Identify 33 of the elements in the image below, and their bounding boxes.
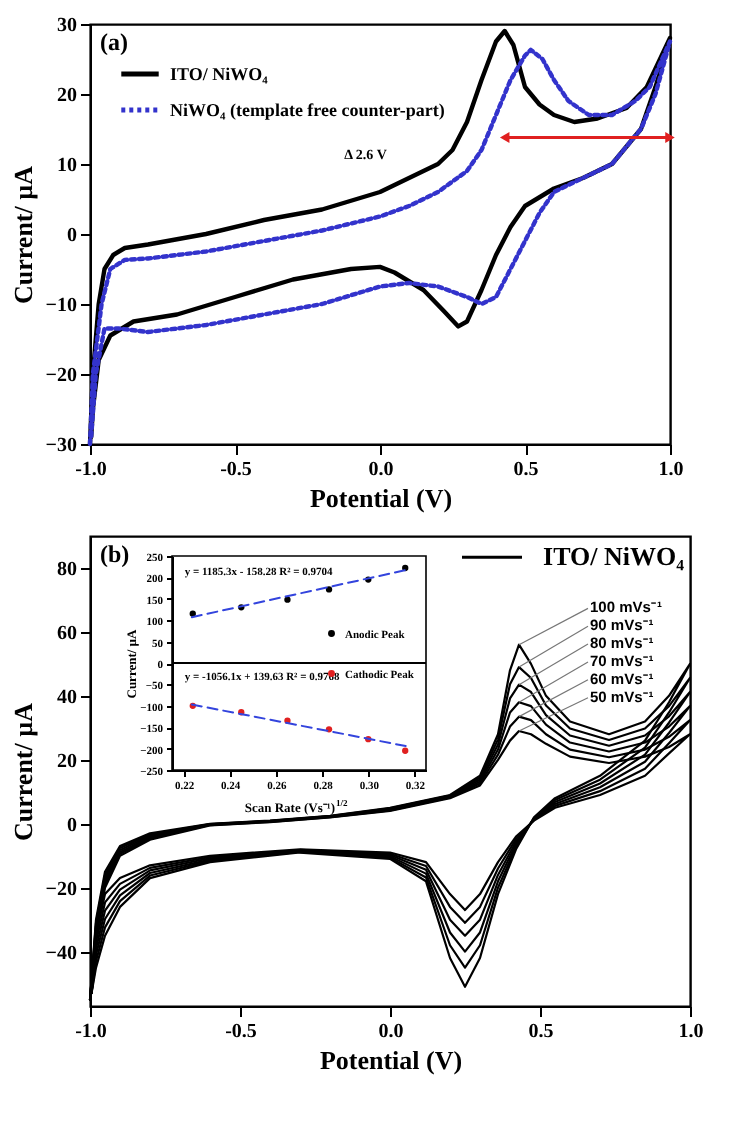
x-tick-label: 0.5 — [513, 459, 539, 481]
legend-label: NiWO₄ (template free counter-part) — [170, 100, 445, 120]
y-tick-label: 40 — [57, 686, 77, 709]
y-tick-label: −40 — [45, 942, 77, 965]
y-tick-label: 0 — [67, 814, 77, 837]
y-axis-title: Current/ µA — [7, 164, 38, 304]
y-tick-label: 60 — [57, 622, 77, 645]
y-tick-label: 20 — [57, 85, 77, 107]
legend-label: ITO/ NiWO₄ — [170, 64, 269, 84]
chart-title: (b) — [100, 540, 130, 568]
y-tick-label: −30 — [45, 435, 77, 457]
x-tick-label: -1.0 — [75, 1021, 107, 1043]
x-tick-label: -0.5 — [220, 459, 252, 481]
x-tick-label: 0.0 — [368, 459, 394, 481]
x-axis-title: Potential (V) — [309, 483, 453, 513]
y-tick-label: 10 — [57, 155, 77, 177]
y-tick-label: 30 — [57, 15, 77, 37]
y-tick-label: −10 — [45, 295, 77, 317]
y-tick-label: 0 — [67, 225, 77, 247]
x-tick-label: -1.0 — [75, 459, 107, 481]
y-tick-label: −20 — [45, 365, 77, 387]
x-tick-label: 0.0 — [378, 1021, 404, 1043]
chart-title: (a) — [100, 28, 128, 56]
annotation: ITO/ NiWO₄ — [543, 541, 685, 572]
x-tick-label: 0.5 — [528, 1021, 554, 1043]
x-tick-label: 1.0 — [678, 1021, 704, 1043]
y-tick-label: 80 — [57, 558, 77, 581]
y-axis-title: Current/ µA — [7, 701, 38, 841]
y-tick-label: −20 — [45, 878, 77, 901]
x-tick-label: -0.5 — [225, 1021, 257, 1043]
x-tick-label: 1.0 — [658, 459, 684, 481]
x-axis-title: Potential (V) — [319, 1045, 463, 1075]
y-tick-label: 20 — [57, 750, 77, 773]
